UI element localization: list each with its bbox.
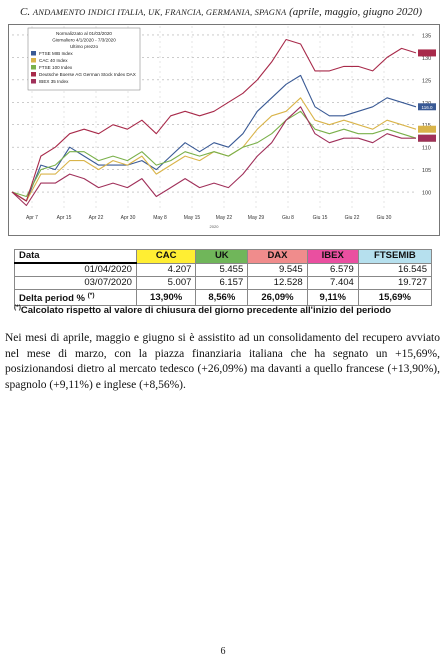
x-tick-label: Apr 22	[89, 215, 104, 221]
legend-entry: CAC 40 Index	[39, 58, 68, 63]
cell-cac: 5.007	[135, 276, 197, 290]
legend-box	[27, 27, 141, 91]
legend-entry: FTSE 100 Index	[39, 65, 73, 70]
footnote-text: Calcolato rispetto al valore di chiusura…	[20, 305, 392, 317]
delta-uk: 8,56%	[195, 288, 249, 307]
x-tick-label: Apr 30	[121, 215, 136, 221]
series-line	[11, 110, 417, 198]
cell-uk: 5.455	[195, 262, 249, 277]
cell-ftsemib: 16.545	[357, 262, 433, 277]
legend-entry: FTSE MIB Index	[39, 51, 73, 56]
y-tick-label: 130	[422, 56, 431, 62]
col-header-data: Data	[14, 249, 137, 264]
x-tick-label: Giu 30	[377, 215, 392, 221]
y-tick-label: 110	[422, 146, 431, 152]
x-caption: 2020	[210, 224, 220, 229]
col-header-ibex: IBEX	[306, 249, 359, 264]
delta-row: Delta period % (*) 13,90% 8,56% 26,09% 9…	[14, 288, 433, 307]
title-prefix: C.	[20, 6, 31, 18]
title-suffix: (aprile, maggio, giugno 2020)	[289, 6, 423, 18]
delta-cac: 13,90%	[135, 288, 197, 307]
legend-swatch	[31, 72, 36, 77]
cell-uk: 6.157	[195, 276, 249, 290]
cell-cac: 4.207	[135, 262, 197, 277]
x-tick-label: Apr 7	[26, 215, 38, 221]
cell-ftsemib: 19.727	[357, 276, 433, 290]
col-header-dax: DAX	[247, 249, 308, 264]
section-title: C. ANDAMENTO INDICI ITALIA, UK, FRANCIA,…	[20, 6, 430, 18]
delta-ftsemib: 15,69%	[357, 288, 433, 307]
y-tick-label: 105	[422, 168, 431, 174]
series-line	[11, 106, 416, 207]
end-badge	[418, 49, 436, 57]
col-header-ftsemib: FTSEMIB	[357, 249, 433, 264]
footnote-mark: (*)	[14, 304, 21, 311]
y-tick-label: 100	[422, 191, 431, 197]
index-table: Data CAC UK DAX IBEX FTSEMIB 01/04/2020 …	[14, 249, 433, 307]
cell-ibex: 7.404	[306, 276, 359, 290]
x-tick-label: May 15	[184, 215, 201, 221]
delta-label-text: Delta period %	[19, 293, 85, 305]
legend-swatch	[31, 51, 36, 56]
series-line	[11, 74, 417, 202]
legend-header: Ultimo prezzo	[70, 44, 99, 49]
delta-sup: (*)	[87, 292, 95, 299]
y-tick-label: 135	[422, 33, 431, 39]
series-line	[11, 38, 417, 202]
col-header-cac: CAC	[135, 249, 197, 264]
y-tick-label: 125	[422, 78, 431, 84]
body-paragraph: Nei mesi di aprile, maggio e giugno si è…	[5, 332, 440, 391]
title-caps: ANDAMENTO INDICI ITALIA, UK, FRANCIA, GE…	[32, 7, 287, 17]
x-tick-label: Apr 15	[57, 215, 72, 221]
table-row: 03/07/2020 5.007 6.157 12.528 7.404 19.7…	[14, 276, 433, 290]
x-tick-label: May 29	[248, 215, 265, 221]
legend-entry: Deutsche Boerse AG German Stock Index DA…	[39, 72, 136, 77]
legend-swatch	[31, 58, 36, 63]
x-tick-label: Giu 22	[345, 215, 360, 221]
table-footnote: (*)Calcolato rispetto al valore di chius…	[14, 304, 434, 316]
cell-dax: 9.545	[247, 262, 308, 277]
legend-swatch	[31, 65, 36, 70]
legend-entry: IBEX 35 Index	[39, 79, 69, 84]
x-tick-label: May 22	[216, 215, 233, 221]
cell-dax: 12.528	[247, 276, 308, 290]
delta-ibex: 9,11%	[306, 288, 359, 307]
cell-ibex: 6.579	[306, 262, 359, 277]
legend-header: Giornaliero 4/1/2020 - 7/3/2020	[52, 38, 116, 43]
x-tick-label: Giu 8	[282, 215, 294, 221]
table-row: 01/04/2020 4.207 5.455 9.545 6.579 16.54…	[14, 262, 433, 277]
x-tick-label: May 8	[153, 215, 167, 221]
end-badge	[418, 134, 436, 142]
legend-swatch	[31, 79, 36, 84]
legend-header: Normalizzato al 01/03/2020	[56, 31, 112, 36]
row-date: 01/04/2020	[14, 262, 137, 277]
col-header-uk: UK	[195, 249, 249, 264]
table-header-row: Data CAC UK DAX IBEX FTSEMIB	[14, 249, 433, 264]
page-number: 6	[220, 646, 226, 657]
delta-dax: 26,09%	[247, 288, 308, 307]
end-badge-label: 116.0	[422, 105, 433, 110]
row-date: 03/07/2020	[14, 276, 137, 290]
end-badge	[418, 125, 436, 133]
x-tick-label: Giu 15	[313, 215, 328, 221]
end-badge	[418, 103, 436, 111]
